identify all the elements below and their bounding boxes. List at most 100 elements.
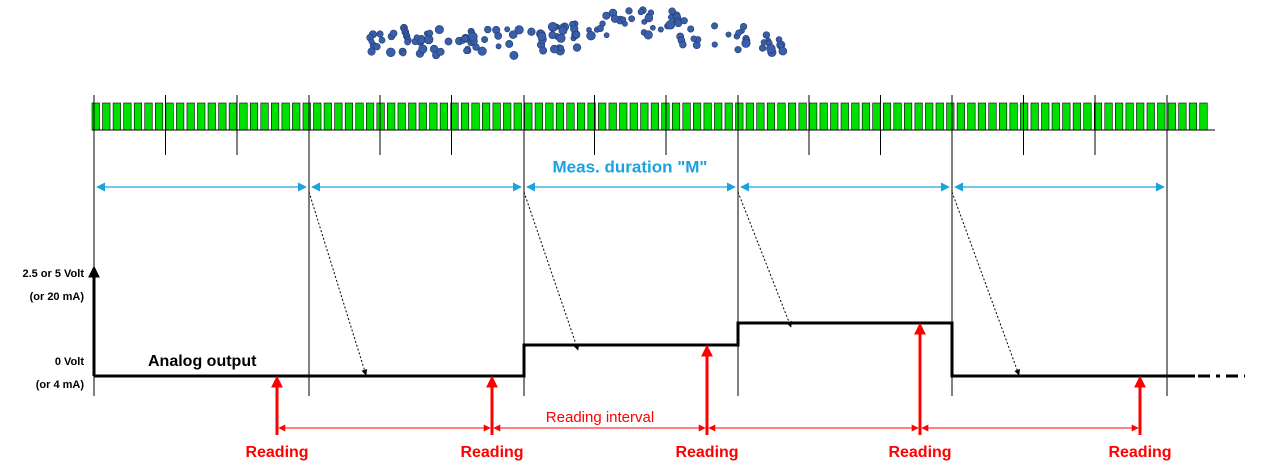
particle bbox=[735, 46, 742, 53]
particle bbox=[622, 21, 627, 26]
pulse bbox=[261, 103, 269, 130]
pulse bbox=[356, 103, 364, 130]
page: Meas. duration "M" 2.5 or 5 Volt (or 20 … bbox=[0, 0, 1273, 464]
pulse bbox=[968, 103, 976, 130]
particle bbox=[558, 45, 563, 50]
particle bbox=[644, 31, 652, 39]
duration-label: Meas. duration "M" bbox=[553, 157, 708, 176]
particle bbox=[763, 32, 770, 39]
interval-label: Reading interval bbox=[546, 409, 654, 426]
particle bbox=[506, 40, 513, 47]
particle bbox=[469, 32, 478, 41]
particle bbox=[669, 8, 676, 15]
particle bbox=[603, 12, 610, 19]
particle bbox=[369, 39, 374, 44]
diagram: Meas. duration "M" 2.5 or 5 Volt (or 20 … bbox=[0, 0, 1273, 464]
pulse bbox=[598, 103, 606, 130]
particle bbox=[414, 35, 419, 40]
pulse bbox=[398, 103, 406, 130]
pulse bbox=[493, 103, 501, 130]
particle bbox=[573, 44, 581, 52]
pulse bbox=[1031, 103, 1039, 130]
analog-output-line bbox=[94, 323, 1195, 376]
particle bbox=[427, 30, 433, 36]
pulse bbox=[620, 103, 628, 130]
pulse bbox=[271, 103, 279, 130]
pulse bbox=[873, 103, 881, 130]
pulse bbox=[609, 103, 617, 130]
pulse bbox=[430, 103, 438, 130]
pulse bbox=[503, 103, 511, 130]
particle bbox=[597, 25, 604, 32]
pulse bbox=[219, 103, 227, 130]
pulse bbox=[1126, 103, 1134, 130]
pulse bbox=[672, 103, 680, 130]
pulse bbox=[282, 103, 290, 130]
time-grid bbox=[94, 95, 1167, 396]
pulse bbox=[335, 103, 343, 130]
particle bbox=[587, 31, 596, 40]
particle bbox=[742, 39, 750, 47]
particle bbox=[711, 23, 717, 29]
particle bbox=[473, 44, 480, 51]
pulse bbox=[1020, 103, 1028, 130]
pulse bbox=[103, 103, 111, 130]
pulse bbox=[693, 103, 701, 130]
pulse bbox=[472, 103, 480, 130]
pulse bbox=[155, 103, 163, 130]
pulse bbox=[419, 103, 427, 130]
reading-label: Reading bbox=[1108, 444, 1171, 461]
pulse bbox=[229, 103, 237, 130]
reading-label: Reading bbox=[888, 444, 951, 461]
pulse bbox=[314, 103, 322, 130]
pulse bbox=[1084, 103, 1092, 130]
pulse bbox=[461, 103, 469, 130]
pulse bbox=[852, 103, 860, 130]
particle bbox=[464, 48, 470, 54]
pulse bbox=[1010, 103, 1018, 130]
pulse bbox=[187, 103, 195, 130]
pulse bbox=[525, 103, 533, 130]
particle bbox=[445, 38, 452, 45]
particle bbox=[604, 33, 609, 38]
particle bbox=[740, 23, 747, 30]
pulse bbox=[546, 103, 554, 130]
pulse bbox=[947, 103, 955, 130]
pulse bbox=[925, 103, 933, 130]
particle bbox=[679, 41, 686, 48]
pulse bbox=[366, 103, 374, 130]
pulse bbox=[662, 103, 670, 130]
pulse bbox=[904, 103, 912, 130]
y-zero-sub: (or 4 mA) bbox=[36, 379, 85, 391]
pulse bbox=[883, 103, 891, 130]
pulse bbox=[820, 103, 828, 130]
particle bbox=[496, 44, 501, 49]
particle bbox=[549, 32, 556, 39]
particle bbox=[611, 15, 619, 23]
pulse bbox=[535, 103, 543, 130]
particle bbox=[435, 25, 443, 33]
pulse bbox=[124, 103, 131, 130]
particle bbox=[668, 15, 673, 20]
particle bbox=[505, 27, 510, 32]
pulse bbox=[894, 103, 902, 130]
pulse bbox=[841, 103, 849, 130]
particle bbox=[681, 17, 688, 24]
particle bbox=[761, 40, 767, 46]
particle bbox=[462, 35, 469, 42]
particle bbox=[377, 31, 383, 37]
output-label: Analog output bbox=[148, 353, 257, 370]
pulse bbox=[999, 103, 1007, 130]
pulse bbox=[651, 103, 659, 130]
particle bbox=[510, 51, 518, 59]
particle bbox=[645, 14, 653, 22]
pulse bbox=[757, 103, 765, 130]
particle bbox=[736, 30, 742, 36]
particle bbox=[538, 32, 546, 40]
pulse bbox=[630, 103, 638, 130]
pulse bbox=[324, 103, 332, 130]
reading-label: Reading bbox=[675, 444, 738, 461]
pulse bbox=[915, 103, 923, 130]
pulse bbox=[746, 103, 754, 130]
pulse bbox=[736, 103, 744, 130]
